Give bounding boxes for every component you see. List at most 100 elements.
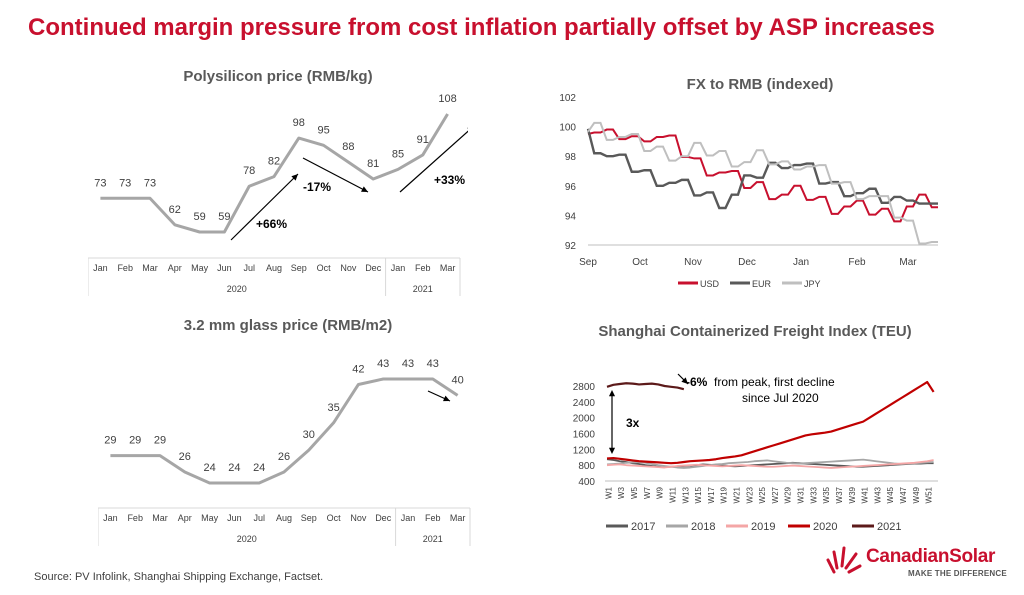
glass-x-tick: Jul xyxy=(253,513,265,523)
glass-value-label: 29 xyxy=(104,435,116,447)
glass-x-tick: Jan xyxy=(401,513,416,523)
poly-value-label: 73 xyxy=(119,177,131,189)
poly-x-tick: Mar xyxy=(440,263,456,273)
scfi-x-tick: W5 xyxy=(630,486,639,499)
scfi-x-tick: W25 xyxy=(758,486,767,503)
poly-value-label: 73 xyxy=(144,177,156,189)
poly-x-tick: Feb xyxy=(117,263,133,273)
scfi-legend-label: 2018 xyxy=(691,521,715,533)
scfi-x-tick: W35 xyxy=(822,486,831,503)
scfi-legend-label: 2020 xyxy=(813,521,837,533)
glass-value-label: 24 xyxy=(253,462,265,474)
fx-y-tick: 102 xyxy=(559,93,576,104)
poly-annotation: -17% xyxy=(303,180,331,194)
sun-rays-icon xyxy=(826,546,862,574)
glass-value-label: 26 xyxy=(179,451,191,463)
scfi-x-tick: W15 xyxy=(694,486,703,503)
poly-x-tick: Jan xyxy=(391,263,406,273)
poly-series-line xyxy=(100,113,449,234)
poly-x-tick: Mar xyxy=(142,263,158,273)
poly-value-label: 91 xyxy=(417,134,429,146)
scfi-x-tick: W3 xyxy=(617,486,626,499)
scfi-x-tick: W11 xyxy=(668,486,677,502)
glass-year-label: 2020 xyxy=(237,534,257,544)
fx-x-tick: Feb xyxy=(848,257,866,268)
scfi-annotation: 3x xyxy=(626,416,640,430)
poly-increase-arrow-head xyxy=(291,174,298,181)
fx-y-tick: 96 xyxy=(565,182,577,193)
scfi-x-tick: W45 xyxy=(886,486,895,503)
scfi-y-tick: 1600 xyxy=(573,430,596,441)
poly-decrease-arrow xyxy=(302,157,369,193)
polysilicon-plot: 73 73 73 62 59 59 78 82 98 95 88 81 85 91 108 Jan Feb Mar… xyxy=(87,93,475,296)
glass-x-tick: Mar xyxy=(152,513,168,523)
glass-x-tick: Jun xyxy=(227,513,242,523)
glass-value-label: 26 xyxy=(278,451,290,463)
scfi-x-tick: W43 xyxy=(873,486,882,503)
poly-increase-arrow xyxy=(230,173,299,241)
poly-value-label: 85 xyxy=(392,148,404,160)
poly-x-tick: Jul xyxy=(243,263,255,273)
poly-value-label: 88 xyxy=(342,141,354,153)
polysilicon-chart: Polysilicon price (RMB/kg) 73 73 73 62 59 59 7… xyxy=(87,62,475,307)
scfi-y-tick: 1200 xyxy=(573,445,596,456)
glass-value-label: 24 xyxy=(228,462,240,474)
scfi-x-tick: W21 xyxy=(732,486,741,503)
fx-x-tick: Mar xyxy=(899,257,917,268)
company-logo: CanadianSolar MAKE THE DIFFERENCE xyxy=(826,542,1016,582)
glass-year-label: 2021 xyxy=(423,534,443,544)
freight-chart: Shanghai Containerized Freight Index (TE… xyxy=(560,318,960,543)
scfi-y-tick: 800 xyxy=(578,461,595,472)
scfi-x-tick: W23 xyxy=(745,486,754,503)
scfi-legend-label: 2017 xyxy=(631,521,655,533)
poly-x-tick: Sep xyxy=(291,263,307,273)
glass-value-label: 42 xyxy=(352,363,364,375)
poly-value-label: 82 xyxy=(268,156,280,168)
poly-x-tick: Nov xyxy=(340,263,357,273)
glass-x-tick: Feb xyxy=(425,513,441,523)
poly-value-label: 59 xyxy=(218,211,230,223)
glass-decline-arrow-head xyxy=(443,395,450,402)
poly-value-label: 78 xyxy=(243,165,255,177)
fx-series-eur xyxy=(586,128,938,210)
glass-chart: 3.2 mm glass price (RMB/m2) 29 29 29 26 24 24… xyxy=(97,311,478,556)
poly-annotation: +33% xyxy=(434,173,465,187)
poly-x-tick: Dec xyxy=(365,263,382,273)
poly-x-tick: May xyxy=(191,263,209,273)
glass-value-label: 40 xyxy=(451,374,463,386)
scfi-decline-arrow-head xyxy=(681,377,688,384)
poly-x-tick: Apr xyxy=(168,263,182,273)
freight-chart-title: Shanghai Containerized Freight Index (TE… xyxy=(580,322,930,342)
source-note: Source: PV Infolink, Shanghai Shipping E… xyxy=(34,571,324,583)
fx-legend-label: JPY xyxy=(804,279,821,289)
freight-plot: 2800 2400 2000 1600 1200 800 400 W1 W3 W5 W7 W9 W11 W… xyxy=(573,373,938,533)
fx-x-tick: Sep xyxy=(579,257,597,268)
poly-value-label: 108 xyxy=(438,93,456,105)
fx-chart-title: FX to RMB (indexed) xyxy=(686,76,834,93)
scfi-series-2018 xyxy=(606,458,934,469)
scfi-x-tick: W39 xyxy=(848,486,857,503)
glass-x-tick: Sep xyxy=(301,513,317,523)
scfi-annotation: -6% xyxy=(686,375,708,389)
glass-plot: 29 29 29 26 24 24 24 26 30 35 42 43 43 43 40 Jan Feb Mar A… xyxy=(97,358,471,546)
scfi-legend-label: 2019 xyxy=(751,521,775,533)
poly-value-label: 95 xyxy=(317,124,329,136)
scfi-annotation: since Jul 2020 xyxy=(742,391,819,405)
fx-series-usd xyxy=(587,128,938,223)
glass-x-tick: Dec xyxy=(375,513,392,523)
glass-value-label: 43 xyxy=(427,358,439,370)
poly-x-tick: Aug xyxy=(266,263,282,273)
scfi-x-tick: W13 xyxy=(681,486,690,503)
poly-annotation: +66% xyxy=(256,217,287,231)
scfi-x-tick: W29 xyxy=(784,486,793,503)
scfi-x-tick: W17 xyxy=(707,486,716,503)
scfi-y-tick: 2800 xyxy=(573,382,596,393)
fx-legend-label: USD xyxy=(700,279,720,289)
logo-tagline: MAKE THE DIFFERENCE xyxy=(908,569,1007,578)
logo-name: CanadianSolar xyxy=(866,546,996,567)
glass-value-label: 24 xyxy=(203,462,215,474)
scfi-legend-label: 2021 xyxy=(877,521,901,533)
poly-rebound-arrow xyxy=(399,125,475,193)
fx-chart: FX to RMB (indexed) 102 100 98 96 94 92 Sep Oct… xyxy=(550,70,950,300)
